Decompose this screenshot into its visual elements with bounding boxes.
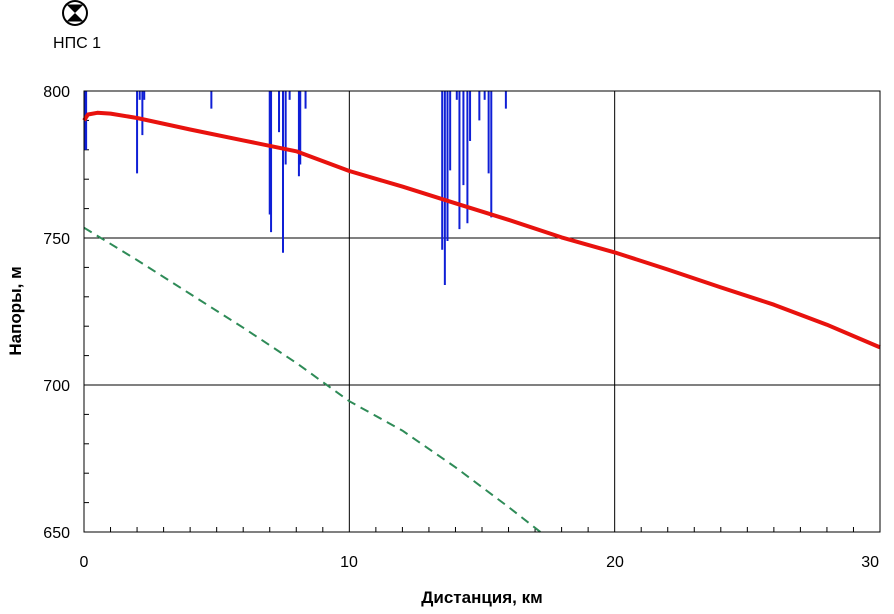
- station-marker: НПС 1: [53, 0, 101, 52]
- y-tick-label: 800: [43, 84, 70, 101]
- y-tick-label: 750: [43, 231, 70, 248]
- station-label: НПС 1: [53, 35, 101, 52]
- minor-ticks: [84, 119, 854, 532]
- y-axis-title: Напоры, м: [6, 266, 25, 355]
- valve-icon: [62, 0, 88, 26]
- x-tick-label: 20: [606, 554, 624, 571]
- y-tick-label: 650: [43, 525, 70, 542]
- plot-frame: [83, 90, 881, 533]
- y-tick-label: 700: [43, 378, 70, 395]
- x-tick-label: 0: [80, 554, 89, 571]
- lower-line: [83, 226, 542, 533]
- x-tick-label: 30: [861, 554, 879, 571]
- x-axis-title: Дистанция, км: [421, 588, 542, 607]
- head-line: [82, 110, 881, 350]
- x-tick-labels: 0 10 20 30: [80, 554, 880, 571]
- grid-lines: [84, 91, 880, 532]
- x-tick-label: 10: [340, 554, 358, 571]
- series-layer: [82, 110, 881, 533]
- y-tick-labels: 800 750 700 650: [43, 84, 70, 542]
